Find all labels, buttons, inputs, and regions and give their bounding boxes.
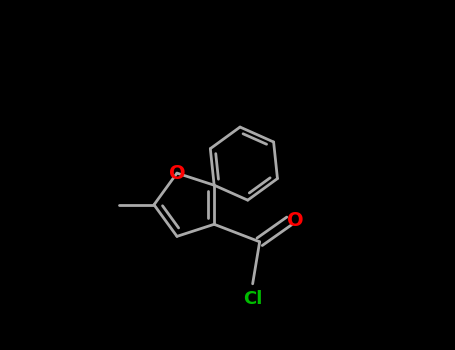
- Text: Cl: Cl: [243, 290, 263, 308]
- Text: O: O: [288, 211, 304, 230]
- Text: O: O: [169, 164, 185, 183]
